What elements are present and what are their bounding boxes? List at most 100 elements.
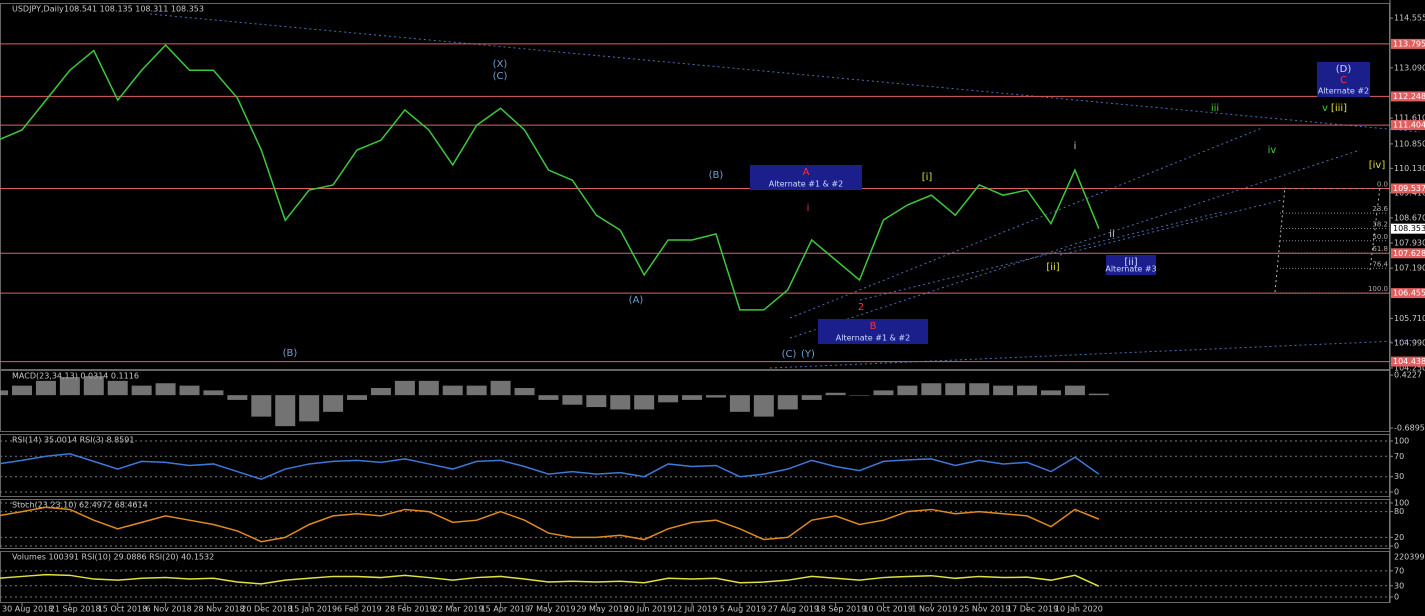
panel-subtitle: 108.541 108.135 108.311 108.353 [64,5,204,14]
level-label-box [1391,183,1425,194]
y-tick-label: 111.610 [1394,114,1425,123]
histogram-bar [275,395,296,427]
price-line [0,44,1100,311]
level-label: 113.795 [1393,39,1425,48]
histogram-bar [323,395,344,412]
histogram-bar [849,395,870,396]
level-label-box [1391,288,1425,299]
y-tick-label: 107.190 [1394,264,1425,273]
y-tick-label: 105.710 [1394,314,1425,323]
box-label: [ii] [1124,257,1137,268]
x-tick-label: 10 Jan 2020 [1055,605,1103,614]
panel-title: Stoch(23,23,10) 62.4972 68.4614 [12,501,148,510]
histogram-bar [705,395,726,398]
wave-label: (B) [709,170,724,181]
fib-label: 50.0 [1372,233,1388,241]
alternate-box [750,165,862,190]
y-tick-label: 0.4227 [1394,371,1422,380]
level-label: 109.537 [1393,184,1425,193]
histogram-bar [370,388,391,396]
histogram-bar [1017,385,1038,396]
level-label: 111.404 [1393,121,1425,130]
level-label: 104.438 [1393,357,1425,366]
panel-title: RSI(14) 35.0014 RSI(3) 8.8591 [12,436,134,445]
histogram-bar [490,380,511,396]
wave-label: [iv] [1369,160,1386,171]
y-tick-label: 70 [1394,452,1404,461]
x-tick-label: 20 Dec 2018 [241,605,292,614]
x-tick-label: 15 Jan 2019 [289,605,337,614]
level-label: 107.628 [1393,249,1425,258]
y-tick-label: 20 [1394,533,1404,542]
x-tick-label: 6 Nov 2018 [146,605,192,614]
histogram-bar [538,395,559,400]
y-tick-label: 0 [1394,488,1399,497]
wave-label: [ii] [1046,262,1059,273]
histogram-bar [155,383,176,396]
alternate-box [1317,62,1370,97]
histogram-bar [586,395,607,408]
x-tick-label: 28 Feb 2019 [385,605,435,614]
y-tick-label: 108.670 [1394,213,1425,222]
level-label-box [1391,120,1425,131]
histogram-bar [658,395,679,403]
price-line [0,452,1100,481]
wave-label: (A) [629,295,644,306]
current-price-box [1391,223,1425,234]
panel-title: MACD(23,34,13) 0.0314 0.1116 [12,372,139,381]
y-tick-label: 0 [1394,541,1399,550]
level-label: 112.248 [1393,92,1425,101]
x-tick-label: 30 Aug 2018 [2,605,53,614]
histogram-bar [777,395,798,410]
alternate-box [1106,255,1156,275]
histogram-bar [59,377,80,396]
histogram-bar [634,395,655,410]
y-tick-label: -0.6895 [1394,424,1425,433]
x-tick-label: 15 Oct 2018 [98,605,147,614]
projection-lines [1274,186,1381,293]
y-tick-label: 100 [1394,436,1409,445]
level-label-box [1391,356,1425,367]
panel-title: Volumes 100391 RSI(10) 29.0886 RSI(20) 4… [12,553,214,562]
level-label: 106.455 [1393,289,1425,298]
wave-label: i [807,203,810,214]
y-tick-label: 113.090 [1394,63,1425,72]
y-tick-label: 70 [1394,566,1404,575]
histogram-bar [107,380,128,396]
fib-label: 76.4 [1372,260,1388,268]
histogram-bar [610,395,631,410]
x-tick-label: 21 Sep 2018 [50,605,101,614]
box-label: A [803,167,810,178]
histogram-bar [227,395,248,400]
histogram-bar [969,383,990,396]
y-tick-label: 104.990 [1394,338,1425,347]
trend-lines [149,13,1421,369]
box-text: Alternate #2 [1318,87,1369,96]
wave-label: (B) [283,348,298,359]
box-label: B [870,321,877,332]
x-tick-label: 17 Dec 2019 [1007,605,1058,614]
histogram-bar [897,385,918,396]
x-tick-label: 1 Nov 2019 [911,605,957,614]
wave-label: v [1322,103,1328,114]
wave-label: [i] [922,172,933,183]
wave-label: (X) [493,59,508,70]
x-tick-label: 10 Oct 2019 [863,605,912,614]
fib-label: 100.0 [1368,285,1388,293]
x-tick-label: 7 May 2019 [528,605,575,614]
histogram-bar [0,390,9,396]
wave-label: (C) [782,349,797,360]
y-tick-label: 107.930 [1394,239,1425,248]
wave-label: i [1074,141,1077,152]
histogram-bar [83,376,104,396]
alternate-box [818,319,928,344]
fib-label: 61.8 [1372,245,1388,253]
y-tick-label: 0 [1394,593,1399,602]
box-label: (D) [1336,64,1352,75]
x-tick-label: 20 Jun 2019 [624,605,672,614]
y-tick-label: 104.250 [1394,363,1425,372]
histogram-bar [801,395,822,400]
x-tick-label: 15 Apr 2019 [481,605,530,614]
histogram-bar [729,395,750,412]
